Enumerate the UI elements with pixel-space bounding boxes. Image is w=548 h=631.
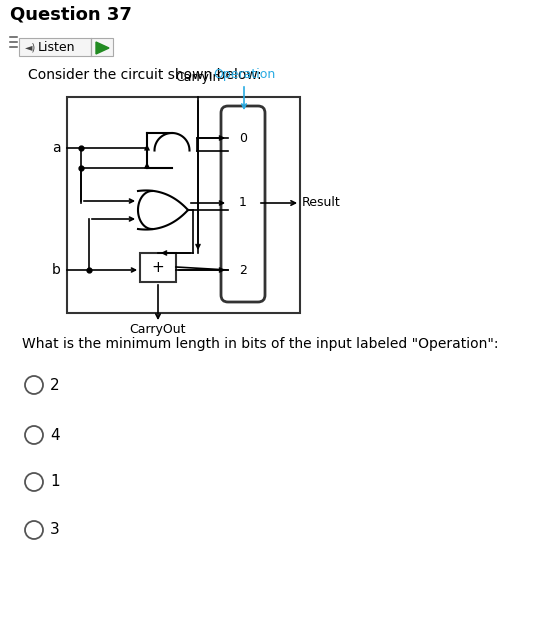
Text: What is the minimum length in bits of the input labeled "Operation":: What is the minimum length in bits of th… [22, 337, 499, 351]
Text: Operation: Operation [213, 68, 275, 81]
Bar [140, 253, 176, 282]
Polygon shape [96, 42, 109, 54]
Text: b: b [52, 263, 61, 277]
Text: 0: 0 [239, 131, 247, 144]
Text: 1: 1 [50, 475, 60, 490]
Bar [67, 97, 300, 313]
Text: 4: 4 [50, 427, 60, 442]
FancyBboxPatch shape [221, 106, 265, 302]
Text: 2: 2 [50, 377, 60, 392]
Text: CarryIn: CarryIn [175, 71, 221, 84]
Text: +: + [152, 260, 164, 275]
Text: Listen: Listen [38, 41, 76, 54]
Text: CarryOut: CarryOut [130, 323, 186, 336]
Text: Question 37: Question 37 [10, 5, 132, 23]
Text: ◄): ◄) [25, 42, 36, 52]
Text: a: a [53, 141, 61, 155]
Text: 1: 1 [239, 196, 247, 209]
Text: 2: 2 [239, 264, 247, 276]
Text: Consider the circuit shown below:: Consider the circuit shown below: [28, 68, 261, 82]
FancyBboxPatch shape [19, 38, 91, 56]
FancyBboxPatch shape [91, 38, 113, 56]
Text: Result: Result [302, 196, 341, 209]
Text: 3: 3 [50, 522, 60, 538]
